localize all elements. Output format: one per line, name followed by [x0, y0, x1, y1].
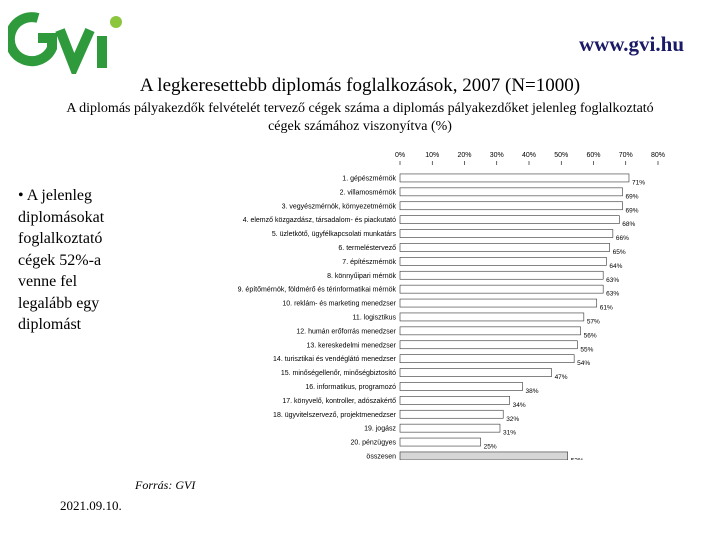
bar	[399, 368, 552, 377]
logo-letter-g-icon	[8, 12, 57, 67]
logo-dot-icon	[110, 16, 122, 28]
category-label: 6. termeléstervező	[338, 245, 396, 252]
bar-total	[399, 451, 568, 460]
value-label: 56%	[584, 332, 597, 339]
bar	[399, 382, 523, 391]
category-label: 8. könnyűipari mérnök	[327, 273, 396, 280]
bar	[399, 284, 604, 294]
category-label: 11. logisztikus	[353, 314, 397, 321]
bar	[399, 437, 481, 447]
category-label: 13. kereskedelmi menedzser	[307, 342, 397, 349]
x-axis-ticks: 0% 10% 20% 30% 40% 50% 60% 70% 80%	[395, 152, 665, 165]
category-label: 4. elemző közgazdász, társadalom- és pia…	[243, 217, 396, 224]
bar	[399, 215, 620, 224]
value-label: 25%	[484, 444, 497, 451]
category-label: 9. építőmérnök, földmérő és térinformati…	[238, 287, 397, 294]
value-label: 63%	[606, 277, 619, 284]
x-tick-label: 10%	[425, 152, 439, 159]
bar	[399, 354, 575, 363]
bar	[399, 201, 623, 211]
value-label: 63%	[606, 291, 619, 298]
bar	[399, 409, 504, 419]
bar	[399, 257, 607, 266]
value-label: 38%	[526, 388, 539, 395]
category-label: 10. reklám- és marketing menedzser	[282, 301, 396, 308]
category-label: 15. minőségellenőr, minőségbiztosító	[281, 370, 396, 377]
value-label: 71%	[632, 179, 645, 186]
value-label: 32%	[506, 416, 519, 423]
value-label: 47%	[555, 374, 568, 381]
category-label: 2. villamosmérnök	[340, 189, 397, 196]
x-tick-label: 70%	[619, 152, 633, 159]
category-label: 7. építészmérnök	[342, 259, 396, 266]
x-tick-label: 30%	[490, 152, 504, 159]
category-label: 12. humán erőforrás menedzser	[296, 328, 396, 335]
value-label: 65%	[613, 249, 626, 256]
value-label: 69%	[626, 193, 639, 200]
value-label: 57%	[587, 318, 600, 325]
value-label: 64%	[609, 263, 622, 270]
category-label: 1. gépészmérnök	[342, 175, 396, 182]
value-label: 54%	[577, 360, 590, 367]
x-tick-label: 20%	[457, 152, 471, 159]
date-label: 2021.09.10.	[60, 498, 122, 513]
bar	[399, 340, 578, 350]
logo-letter-v-icon	[55, 27, 95, 74]
category-label: 14. turisztikai és vendéglátó menedzser	[273, 356, 397, 363]
bar	[399, 187, 623, 197]
value-label: 61%	[600, 305, 613, 312]
gvi-logo	[8, 12, 122, 74]
category-label: 18. ügyvitelszervező, projektmenedzser	[273, 412, 397, 419]
x-tick-label: 60%	[586, 152, 600, 159]
value-label: 69%	[626, 207, 639, 214]
x-tick-label: 40%	[522, 152, 536, 159]
source-label: Forrás: GVI	[135, 478, 196, 492]
chart-rows: 1. gépészmérnök 71% 2. villamosmérnök 69% 3.…	[238, 173, 645, 460]
chart-subtitle: A diplomás pályakezdők felvételét tervez…	[66, 101, 654, 134]
category-label: 19. jogász	[364, 426, 396, 433]
category-label: 5. üzletkötő, ügyfélkapcsolati munkatárs	[272, 231, 397, 238]
value-label: 66%	[616, 235, 629, 242]
x-tick-label: 50%	[554, 152, 568, 159]
category-label: 17. könyvelő, kontroller, adószakértő	[282, 398, 396, 405]
value-label: 34%	[513, 402, 526, 409]
value-label: 52%	[571, 457, 584, 460]
bar	[399, 298, 598, 308]
value-label: 55%	[580, 346, 593, 353]
bar	[399, 423, 501, 433]
value-label: 68%	[622, 221, 635, 228]
site-url[interactable]: www.gvi.hu	[578, 32, 684, 56]
category-label-total: összesen	[366, 453, 396, 460]
bar	[399, 243, 610, 252]
value-label: 31%	[503, 430, 516, 437]
chart-title: A legkeresettebb diplomás foglalkozások,…	[139, 75, 581, 96]
x-tick-label: 0%	[395, 152, 405, 159]
bar-chart: 0% 10% 20% 30% 40% 50% 60% 70% 80% 1. gépészmérn…	[238, 152, 665, 460]
bar	[399, 396, 510, 405]
bar	[399, 326, 581, 336]
bar	[399, 312, 585, 322]
x-tick-label: 80%	[651, 152, 665, 159]
category-label: 16. informatikus, programozó	[305, 384, 396, 391]
summary-note: • A jelenleg diplomásokat foglalkoztató …	[18, 187, 105, 333]
category-label: 3. vegyészmérnök, környezetmérnök	[282, 203, 397, 210]
bar	[399, 270, 604, 280]
bar	[399, 229, 614, 238]
bar	[399, 173, 630, 183]
category-label: 20. pénzügyes	[350, 440, 396, 447]
